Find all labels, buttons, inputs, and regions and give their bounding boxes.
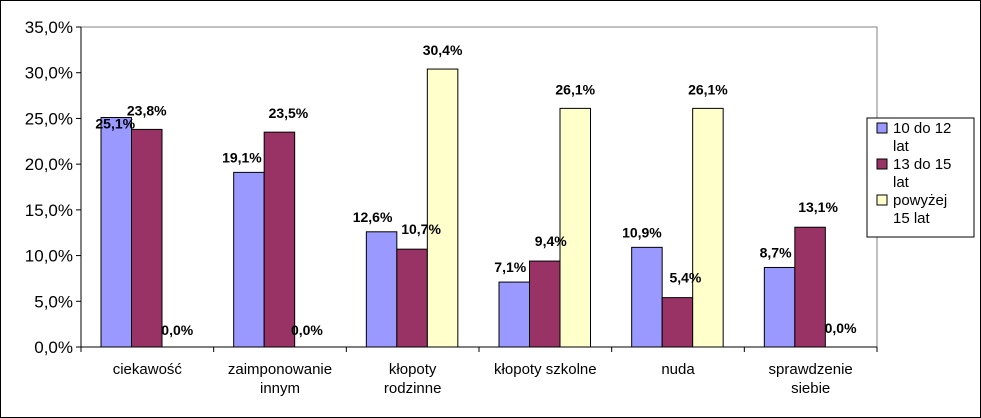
data-label: 8,7% (760, 244, 792, 260)
x-category-label: kłopoty rodzinne (384, 361, 442, 397)
bar[interactable] (559, 107, 591, 348)
data-label: 26,1% (555, 81, 595, 97)
y-tick-label: 5,0% (34, 292, 73, 311)
data-label: 25,1% (95, 116, 135, 132)
bar[interactable] (100, 117, 132, 348)
data-label: 7,1% (494, 259, 526, 275)
data-label: 9,4% (535, 233, 567, 249)
x-category-label: ciekawość (113, 361, 183, 378)
y-tick-label: 0,0% (34, 338, 73, 357)
data-label: 30,4% (423, 42, 463, 58)
x-category-label: kłopoty szkolne (494, 361, 597, 378)
data-label: 12,6% (353, 209, 393, 225)
legend-swatch (876, 194, 888, 206)
y-tick-label: 15,0% (25, 201, 73, 220)
legend-entry: 13 do 15 lat (893, 156, 951, 191)
data-label: 13,1% (798, 199, 838, 215)
legend-entry: 10 do 12 lat (893, 120, 951, 155)
legend-swatch (876, 158, 888, 170)
plot-area (80, 26, 878, 348)
data-label: 5,4% (669, 270, 701, 286)
bar[interactable] (396, 248, 428, 348)
bar[interactable] (763, 266, 796, 348)
legend-swatch (876, 122, 888, 134)
bar[interactable] (131, 128, 163, 348)
y-tick-label: 35,0% (25, 18, 73, 37)
y-tick-label: 30,0% (25, 64, 73, 83)
legend-box (866, 117, 975, 238)
bar[interactable] (631, 246, 663, 348)
data-label: 19,1% (222, 149, 262, 165)
bar[interactable] (263, 131, 296, 348)
bar[interactable] (498, 281, 530, 348)
x-category-label: nuda (661, 361, 695, 378)
data-label: 0,0% (161, 322, 193, 338)
bar[interactable] (233, 171, 265, 348)
data-label: 10,9% (622, 224, 662, 240)
data-label: 10,7% (401, 221, 441, 237)
data-label: 0,0% (291, 322, 323, 338)
bar[interactable] (692, 107, 724, 348)
x-category-label: zaimponowanie innym (228, 361, 332, 397)
y-tick-label: 20,0% (25, 155, 73, 174)
data-label: 23,5% (269, 105, 309, 121)
data-label: 26,1% (688, 81, 728, 97)
bar[interactable] (426, 68, 459, 348)
legend-entry: powyżej 15 lat (893, 192, 947, 227)
bar[interactable] (529, 260, 561, 348)
y-tick-label: 10,0% (25, 247, 73, 266)
bar[interactable] (661, 297, 694, 348)
data-label: 0,0% (825, 320, 857, 336)
data-label: 23,8% (127, 102, 167, 118)
y-tick-label: 25,0% (25, 109, 73, 128)
x-category-label: sprawdzenie siebie (769, 361, 853, 397)
bar[interactable] (365, 231, 398, 348)
bar[interactable] (794, 226, 826, 348)
